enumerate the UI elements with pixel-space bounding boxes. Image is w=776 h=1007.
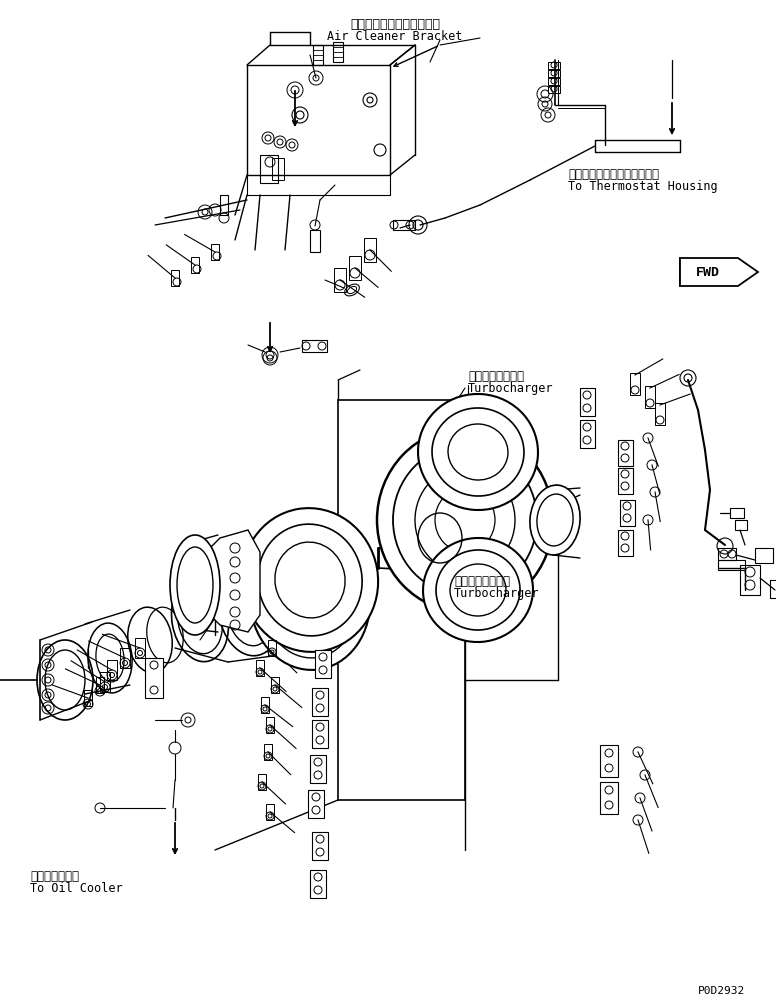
Bar xyxy=(107,660,117,680)
Text: サーモスタットハウジングへ: サーモスタットハウジングへ xyxy=(568,168,659,181)
Bar xyxy=(333,42,343,62)
Bar xyxy=(735,520,747,530)
Text: To Thermostat Housing: To Thermostat Housing xyxy=(568,180,718,193)
Bar xyxy=(718,560,745,570)
Bar xyxy=(580,388,595,416)
Bar xyxy=(258,774,266,790)
Bar xyxy=(100,672,110,692)
Text: ターボチャージャ: ターボチャージャ xyxy=(468,370,524,383)
Bar xyxy=(580,420,595,448)
Text: ターボチャージャ: ターボチャージャ xyxy=(454,575,510,588)
Bar xyxy=(548,86,560,93)
Bar xyxy=(145,658,163,698)
Ellipse shape xyxy=(377,428,553,612)
Ellipse shape xyxy=(242,509,378,652)
Bar xyxy=(415,495,470,580)
Bar xyxy=(310,870,326,898)
Text: エアークリーナブラケット: エアークリーナブラケット xyxy=(350,18,440,31)
Bar xyxy=(260,155,278,183)
Ellipse shape xyxy=(170,535,220,635)
Bar xyxy=(84,690,92,706)
Ellipse shape xyxy=(530,485,580,555)
Text: To Oil Cooler: To Oil Cooler xyxy=(30,882,123,895)
Bar xyxy=(315,650,331,678)
Bar xyxy=(548,78,560,85)
Bar xyxy=(191,257,199,273)
Bar xyxy=(548,62,560,69)
Bar xyxy=(272,158,284,180)
Text: オイルクーラへ: オイルクーラへ xyxy=(30,870,79,883)
Bar xyxy=(600,782,618,814)
Polygon shape xyxy=(680,258,758,286)
Bar xyxy=(266,804,274,820)
Bar xyxy=(256,660,264,676)
Bar xyxy=(313,45,323,65)
Bar xyxy=(271,677,279,693)
Bar xyxy=(261,697,269,713)
Bar xyxy=(618,440,633,466)
Bar xyxy=(364,238,376,262)
Bar xyxy=(618,530,633,556)
Bar xyxy=(645,386,655,408)
Bar xyxy=(334,268,346,292)
Bar xyxy=(120,648,130,668)
Bar xyxy=(171,270,179,286)
Bar xyxy=(211,244,219,260)
Bar xyxy=(618,468,633,494)
Text: Turbocharger: Turbocharger xyxy=(468,382,553,395)
Bar xyxy=(312,832,328,860)
Bar xyxy=(770,580,776,598)
Bar xyxy=(600,745,618,777)
Bar xyxy=(655,403,665,425)
Bar xyxy=(96,677,104,693)
Bar xyxy=(630,373,640,395)
Bar xyxy=(349,256,361,280)
Polygon shape xyxy=(210,530,260,632)
Bar xyxy=(310,755,326,783)
Bar xyxy=(755,548,773,563)
Text: Turbocharger: Turbocharger xyxy=(454,587,539,600)
Ellipse shape xyxy=(418,394,538,510)
Bar xyxy=(312,688,328,716)
Bar xyxy=(312,720,328,748)
Bar xyxy=(310,230,320,252)
Bar xyxy=(393,220,415,230)
Text: P0D2932: P0D2932 xyxy=(698,986,745,996)
Bar xyxy=(308,790,324,818)
Bar xyxy=(718,548,736,560)
Bar xyxy=(264,744,272,760)
Bar xyxy=(135,638,145,658)
Circle shape xyxy=(287,82,303,98)
Bar xyxy=(620,500,635,526)
Bar xyxy=(266,717,274,733)
Text: FWD: FWD xyxy=(696,266,720,279)
Bar xyxy=(740,565,760,595)
Bar xyxy=(268,640,276,656)
Ellipse shape xyxy=(250,530,370,670)
Bar xyxy=(302,340,327,352)
Bar xyxy=(730,508,744,518)
Text: Air Cleaner Bracket: Air Cleaner Bracket xyxy=(327,30,462,43)
Bar xyxy=(548,70,560,77)
Ellipse shape xyxy=(423,538,533,642)
Bar xyxy=(220,195,228,215)
